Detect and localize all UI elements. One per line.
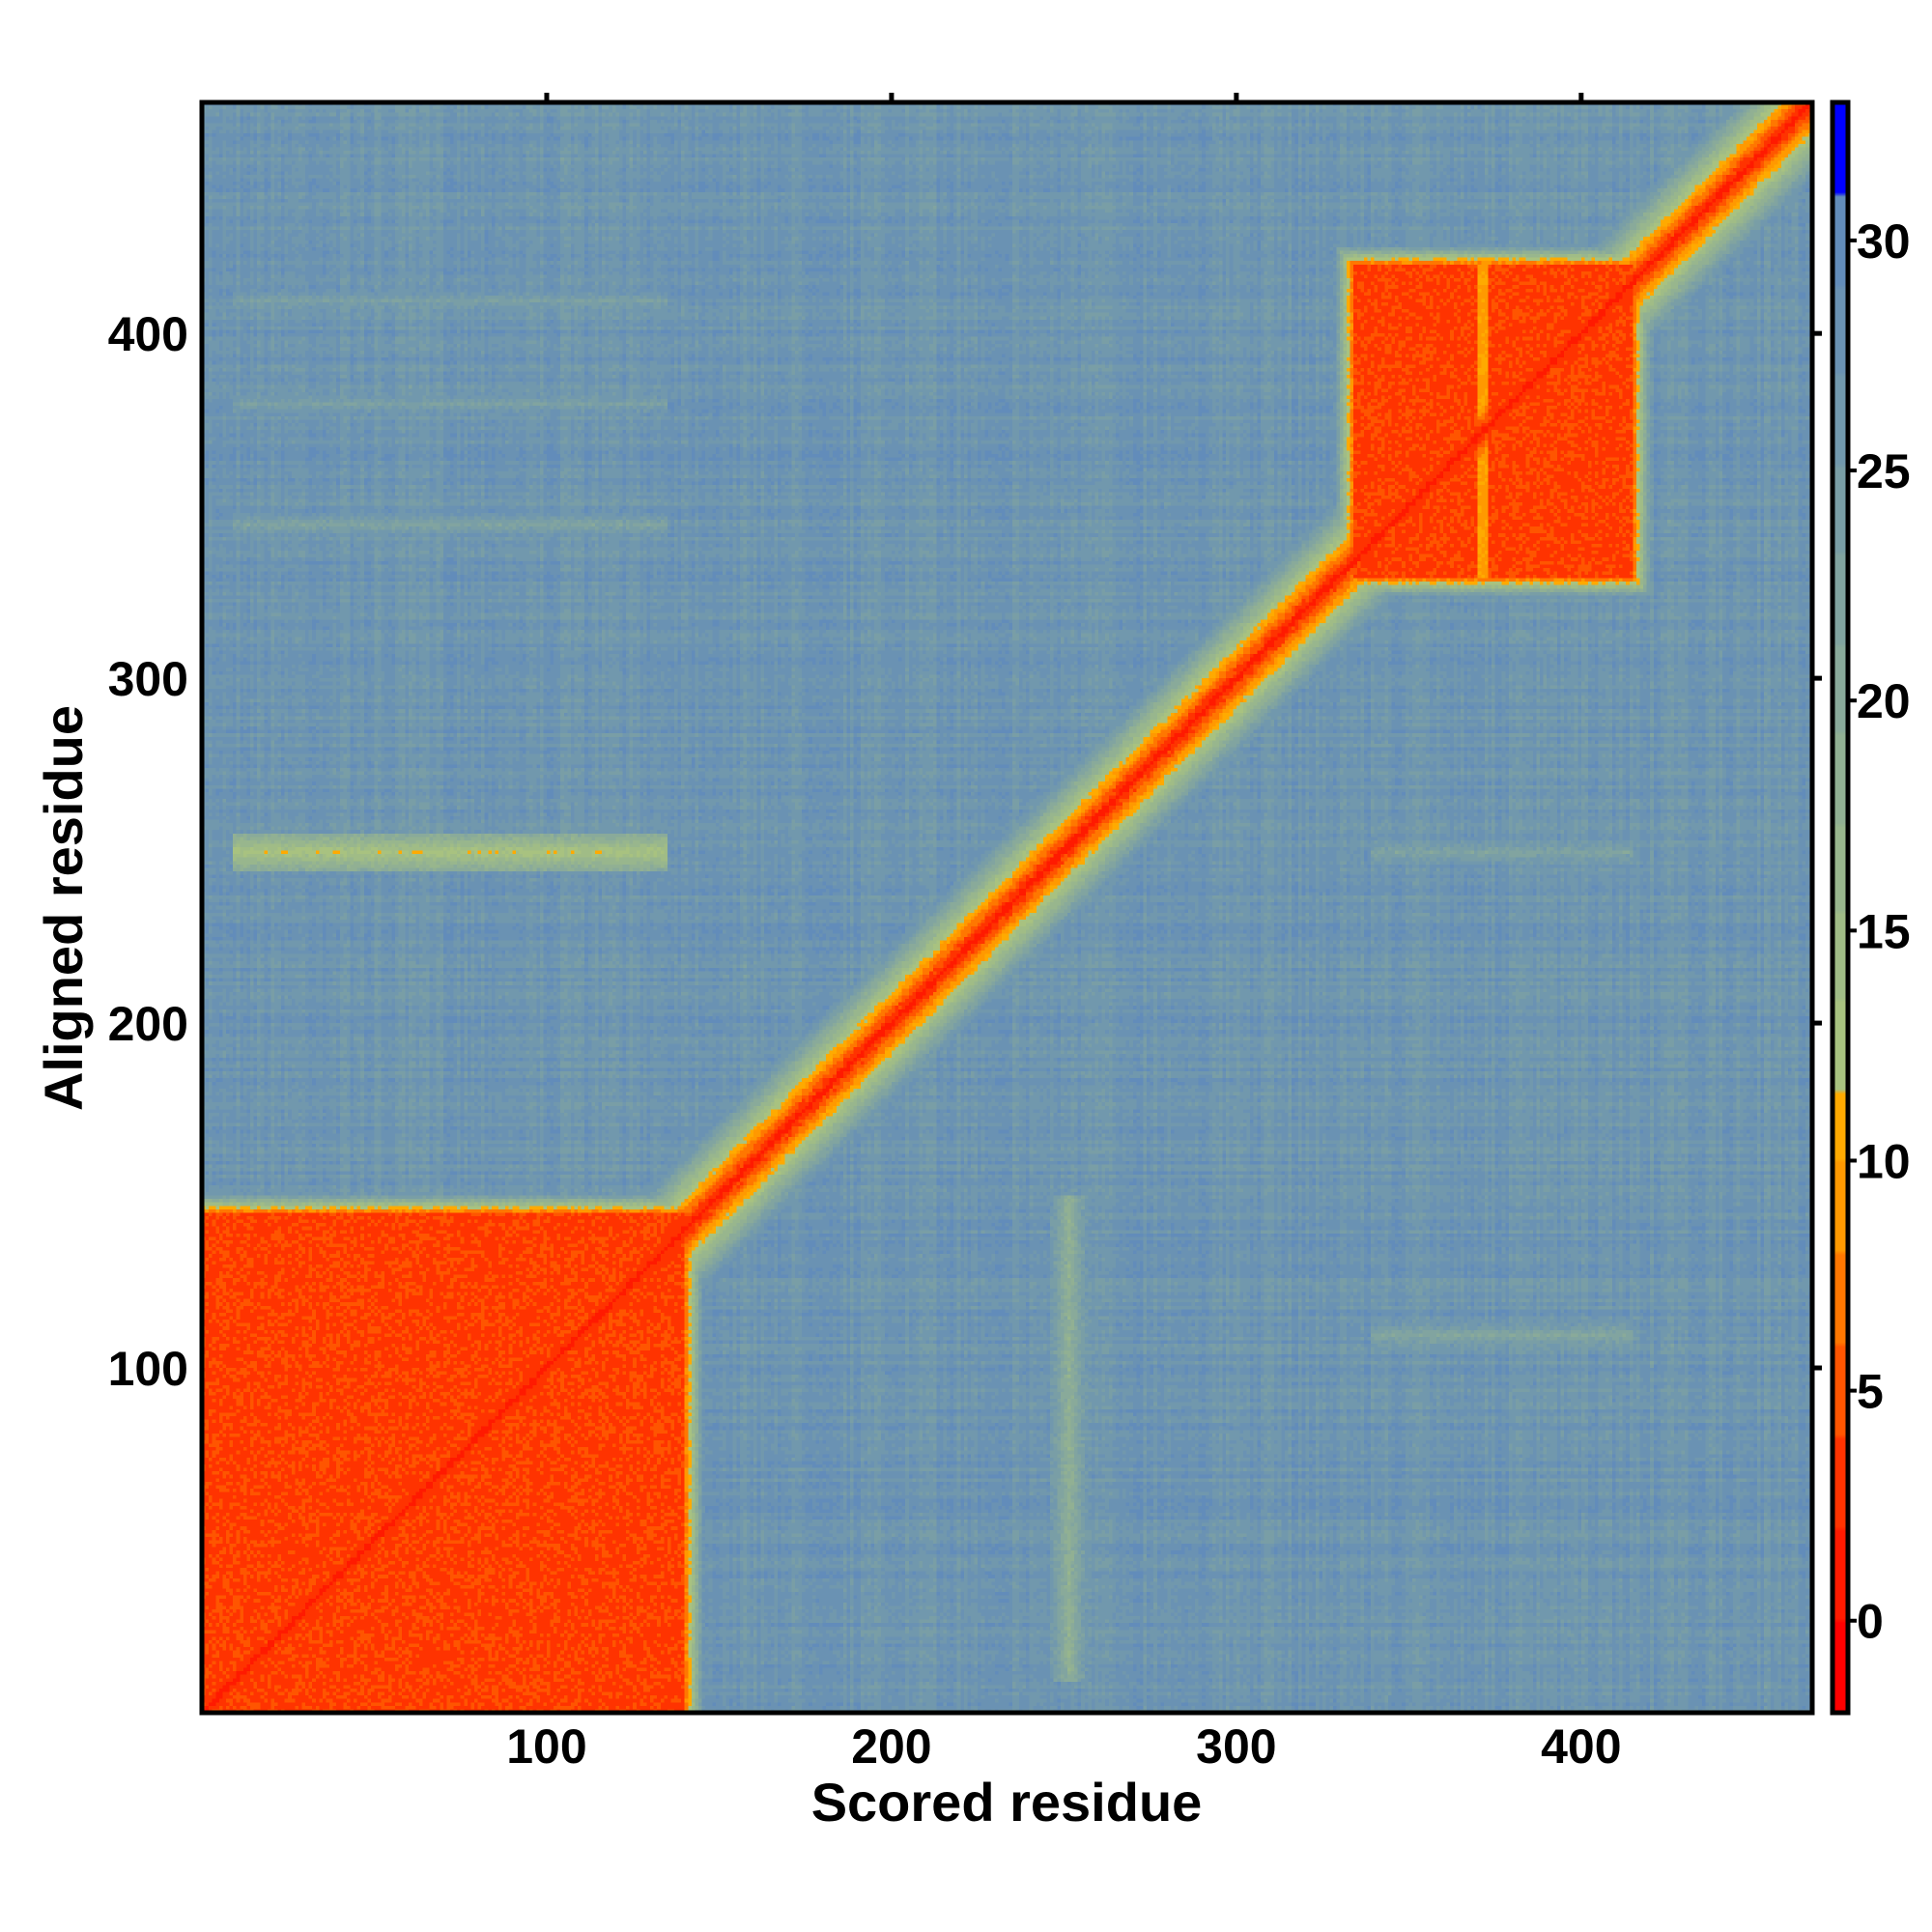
- colorbar-frame: [1830, 99, 1851, 1716]
- colorbar-tick-label: 0: [1857, 1595, 1884, 1649]
- y-tick-label: 300: [108, 652, 188, 706]
- heatmap-canvas: [202, 102, 1812, 1713]
- colorbar-tick-label: 5: [1857, 1365, 1884, 1419]
- x-tick-label: 100: [506, 1719, 586, 1774]
- colorbar-tick-label: 25: [1857, 444, 1911, 498]
- x-tick-label: 300: [1196, 1719, 1276, 1774]
- colorbar: [1833, 102, 1848, 1713]
- colorbar-tick-label: 20: [1857, 674, 1911, 728]
- y-axis: 100 200 300 400: [108, 307, 1822, 1396]
- x-tick-label: 200: [851, 1719, 931, 1774]
- y-axis-title: Aligned residue: [33, 705, 94, 1111]
- colorbar-tick-label: 10: [1857, 1134, 1911, 1188]
- y-tick-label: 400: [108, 307, 188, 361]
- x-axis-title: Scored residue: [811, 1772, 1203, 1833]
- x-axis: 100 200 300 400: [506, 93, 1622, 1774]
- colorbar-axis: 0 5 10 15 20 25 30: [1848, 214, 1911, 1649]
- y-tick-label: 100: [108, 1342, 188, 1396]
- x-tick-label: 400: [1541, 1719, 1621, 1774]
- colorbar-tick-label: 15: [1857, 904, 1911, 958]
- plot-frame: [199, 99, 1815, 1716]
- y-tick-label: 200: [108, 997, 188, 1051]
- colorbar-tick-label: 30: [1857, 214, 1911, 269]
